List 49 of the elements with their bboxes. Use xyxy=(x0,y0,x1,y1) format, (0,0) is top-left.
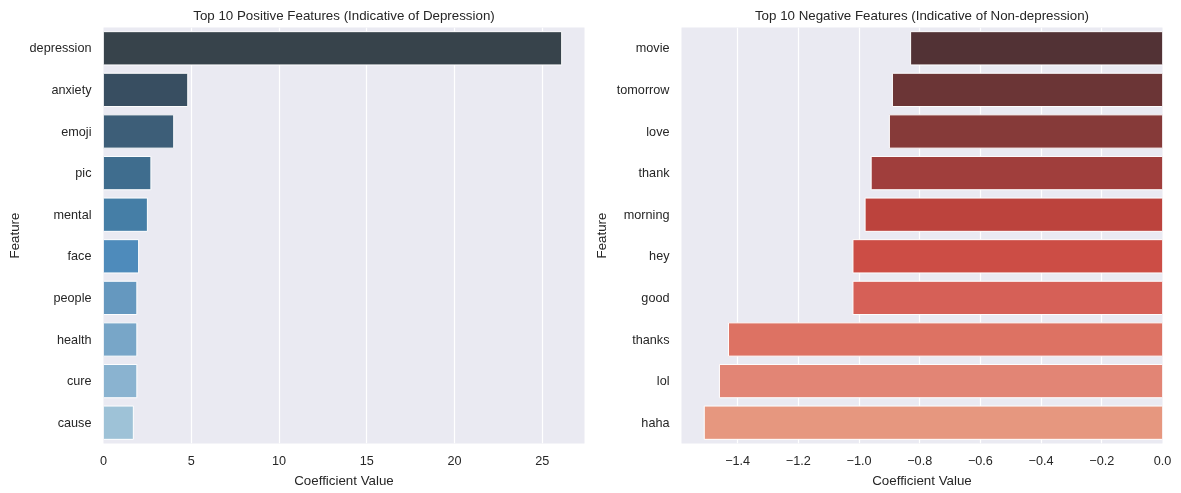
x-tick-label: −0.4 xyxy=(1028,453,1054,468)
x-axis-title: Coefficient Value xyxy=(294,472,394,488)
bar xyxy=(103,155,152,191)
bar xyxy=(103,197,148,232)
y-tick-label: good xyxy=(641,290,670,305)
y-tick-label: pic xyxy=(75,166,92,181)
bar xyxy=(103,114,175,149)
y-tick-label: movie xyxy=(635,41,670,56)
bar xyxy=(103,72,189,108)
x-tick-label: −1.4 xyxy=(725,453,751,468)
x-tick-label: 0 xyxy=(99,453,108,468)
x-tick-label: 0.0 xyxy=(1153,453,1172,468)
y-tick-label: haha xyxy=(641,415,671,430)
y-tick-label: anxiety xyxy=(51,82,93,97)
y-tick-label: love xyxy=(646,124,670,139)
x-tick-label: 25 xyxy=(535,453,550,468)
y-tick-label: people xyxy=(53,290,92,305)
x-tick-label: −1.0 xyxy=(846,453,872,468)
y-tick-label: mental xyxy=(53,207,92,222)
y-tick-label: thank xyxy=(638,166,671,181)
bar xyxy=(103,280,138,316)
x-tick-label: 15 xyxy=(359,453,374,468)
y-tick-label: depression xyxy=(29,41,92,56)
y-tick-label: lol xyxy=(656,374,670,389)
y-tick-label: thanks xyxy=(632,332,670,347)
chart-title: Top 10 Negative Features (Indicative of Non-depression) xyxy=(754,7,1090,23)
y-axis-title: Feature xyxy=(593,212,609,259)
bar xyxy=(103,405,134,440)
y-tick-label: morning xyxy=(623,207,670,222)
y-tick-label: tomorrow xyxy=(616,82,671,97)
x-tick-label: 10 xyxy=(272,453,287,468)
x-tick-label: 20 xyxy=(447,453,462,468)
bar xyxy=(103,363,138,399)
x-tick-label: −0.6 xyxy=(967,453,993,468)
x-tick-label: −0.8 xyxy=(907,453,933,468)
y-axis-title: Feature xyxy=(6,212,22,259)
x-axis-title: Coefficient Value xyxy=(872,472,972,488)
y-tick-label: face xyxy=(67,249,92,264)
y-tick-label: cause xyxy=(57,415,92,430)
chart-title: Top 10 Positive Features (Indicative of Depression) xyxy=(193,7,495,23)
y-tick-label: cure xyxy=(66,374,92,389)
x-tick-label: −1.2 xyxy=(785,453,811,468)
x-tick-label: −0.2 xyxy=(1089,453,1115,468)
bar xyxy=(103,239,140,274)
x-tick-label: 5 xyxy=(187,453,195,468)
y-tick-label: hey xyxy=(649,249,671,264)
bar xyxy=(103,322,138,357)
y-tick-label: emoji xyxy=(61,124,92,139)
y-tick-label: health xyxy=(57,332,92,347)
